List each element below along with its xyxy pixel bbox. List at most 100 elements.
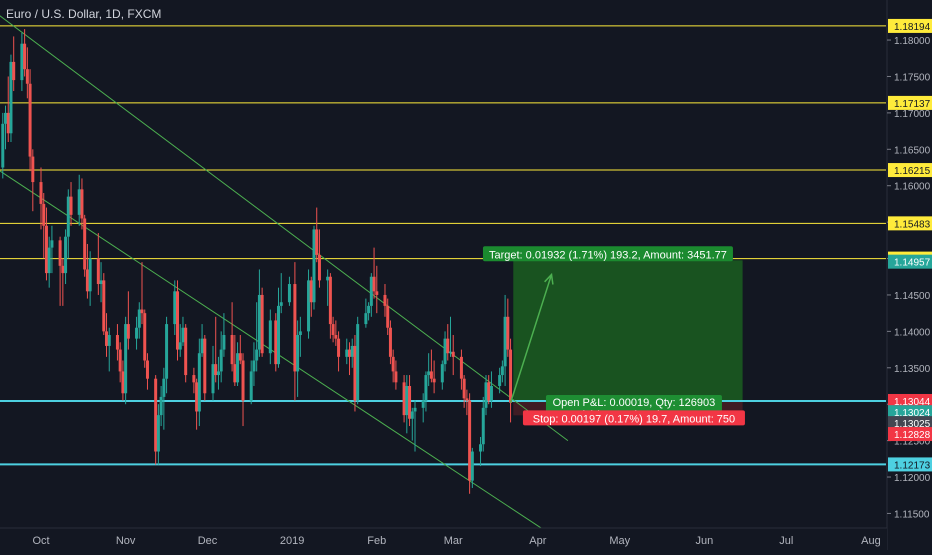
y-tick-label-3: 1.17000	[894, 109, 931, 120]
price-badge-bg-2	[888, 405, 932, 420]
x-tick-label-1: Nov	[116, 535, 136, 547]
candle-body-41	[137, 309, 141, 328]
candle-body-21	[61, 265, 65, 274]
target-label-bg	[482, 246, 733, 262]
candle-body-70	[249, 371, 253, 401]
candle-body-118	[440, 364, 444, 383]
channel-line-0	[0, 15, 569, 442]
candle-body-9	[12, 61, 16, 81]
y-tick-label-1: 1.18000	[894, 36, 931, 47]
y-tick-label-12: 1.12500	[894, 437, 931, 448]
candle-body-51	[176, 291, 179, 350]
y-tick-label-10: 1.13500	[894, 364, 931, 375]
x-tick-label-6: Apr	[529, 535, 546, 547]
candle-body-57	[197, 353, 201, 412]
candle-body-130	[484, 382, 488, 408]
candle-body-132	[489, 385, 493, 401]
candle-body-59	[203, 338, 207, 394]
x-tick-label-10: Aug	[861, 535, 881, 547]
x-tick-label-5: Mar	[444, 535, 463, 547]
candle-body-136	[506, 316, 510, 350]
candle-body-126	[468, 400, 472, 481]
candle-body-50	[173, 291, 177, 325]
candle-body-31	[99, 280, 103, 285]
candle-body-45	[154, 378, 158, 452]
candle-body-125	[465, 398, 469, 401]
x-tick-label-8: Jun	[696, 535, 714, 547]
x-tick-label-7: May	[609, 535, 630, 547]
candle-body-35	[115, 335, 119, 350]
candle-body-82	[298, 331, 302, 336]
y-tick-label-2: 1.17500	[894, 72, 931, 83]
candle-body-117	[432, 378, 436, 383]
level-badge-bg-6	[888, 457, 932, 472]
candle-body-113	[421, 400, 425, 408]
candle-body-101	[372, 276, 376, 292]
candle-body-83	[307, 280, 311, 332]
candle-body-74	[260, 294, 264, 354]
candle-body-109	[405, 385, 409, 416]
candle-body-110	[408, 385, 412, 419]
candle-body-26	[80, 189, 84, 219]
candle-body-52	[178, 342, 182, 350]
candle-body-20	[58, 240, 62, 266]
x-tick-label-0: Oct	[32, 535, 49, 547]
level-badge-bg-0	[888, 18, 932, 33]
candle-body-12	[25, 69, 29, 84]
candle-body-19	[50, 240, 54, 248]
candle-body-98	[364, 313, 368, 325]
candle-body-53	[181, 327, 185, 343]
candle-body-11	[23, 43, 27, 70]
candle-body-7	[6, 112, 10, 134]
candle-body-69	[241, 360, 245, 401]
candle-body-84	[309, 280, 313, 303]
candle-body-124	[462, 378, 466, 399]
x-tick-label-9: Jul	[779, 535, 793, 547]
candle-body-78	[279, 302, 283, 306]
candle-body-86	[315, 229, 319, 255]
candle-body-131	[487, 382, 491, 401]
candle-body-96	[353, 345, 357, 401]
candle-body-46	[156, 415, 160, 452]
candle-body-119	[443, 338, 447, 365]
y-tick-label-4: 1.16500	[894, 145, 931, 156]
candle-body-89	[328, 276, 332, 325]
level-badge-bg-3	[888, 216, 932, 231]
candle-body-37	[121, 371, 125, 394]
x-tick-label-4: Feb	[367, 535, 386, 547]
candle-body-135	[503, 316, 507, 367]
candle-body-123	[459, 356, 463, 379]
candle-body-102	[375, 291, 379, 295]
candle-body-24	[69, 196, 73, 215]
candle-body-25	[77, 189, 81, 215]
candle-body-17	[44, 225, 48, 274]
x-tick-label-3: 2019	[280, 535, 304, 547]
price-badge-2: 1.13024	[894, 408, 931, 419]
candle-body-65	[230, 335, 234, 365]
candle-body-40	[135, 327, 139, 339]
candle-body-48	[162, 378, 166, 397]
candle-body-106	[391, 356, 395, 372]
stop-label: Stop: 0.00197 (0.17%) 19.7, Amount: 750	[533, 413, 735, 425]
candle-body-115	[427, 371, 431, 376]
candle-body-66	[233, 364, 237, 383]
candle-body-10	[20, 43, 24, 81]
stop-label-bg	[522, 410, 745, 426]
candle-body-14	[31, 156, 35, 183]
candle-body-16	[42, 203, 46, 226]
level-badge-bg-1	[888, 95, 932, 110]
candle-body-6	[4, 112, 8, 124]
candle-body-27	[83, 218, 87, 270]
candle-body-72	[255, 349, 259, 361]
candle-body-47	[159, 396, 163, 416]
candle-body-105	[388, 327, 392, 357]
candle-body-120	[446, 338, 450, 354]
candle-body-22	[64, 236, 68, 274]
price-badge-4: 1.12828	[894, 430, 931, 441]
candle-body-122	[451, 351, 455, 357]
level-badge-1: 1.17137	[894, 99, 931, 110]
y-tick-label-13: 1.12000	[894, 473, 931, 484]
